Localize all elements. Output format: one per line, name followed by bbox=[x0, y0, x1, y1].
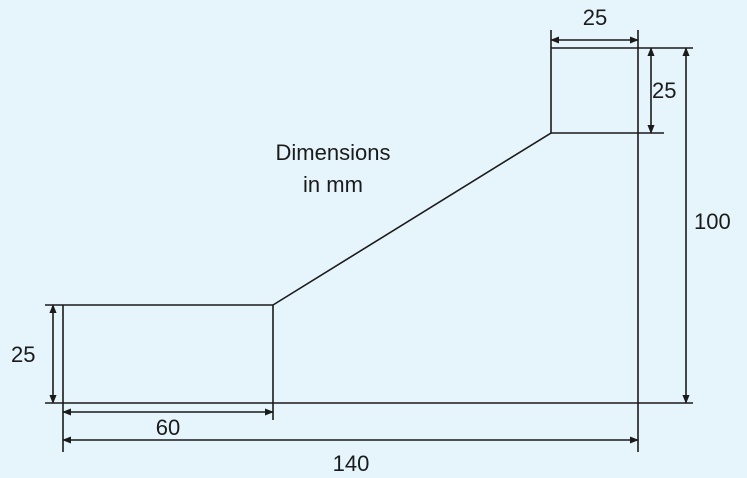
dim-label-total-length: 140 bbox=[333, 451, 370, 476]
part-outline bbox=[62, 47, 639, 404]
dim-label-left-height: 25 bbox=[11, 342, 35, 367]
dim-label-top-height: 25 bbox=[652, 78, 676, 103]
units-note-line2: in mm bbox=[303, 172, 363, 197]
dim-label-top-width: 25 bbox=[583, 5, 607, 30]
dim-label-left-length: 60 bbox=[156, 415, 180, 440]
dim-label-total-height: 100 bbox=[694, 209, 731, 234]
units-note-line1: Dimensions bbox=[276, 140, 391, 165]
